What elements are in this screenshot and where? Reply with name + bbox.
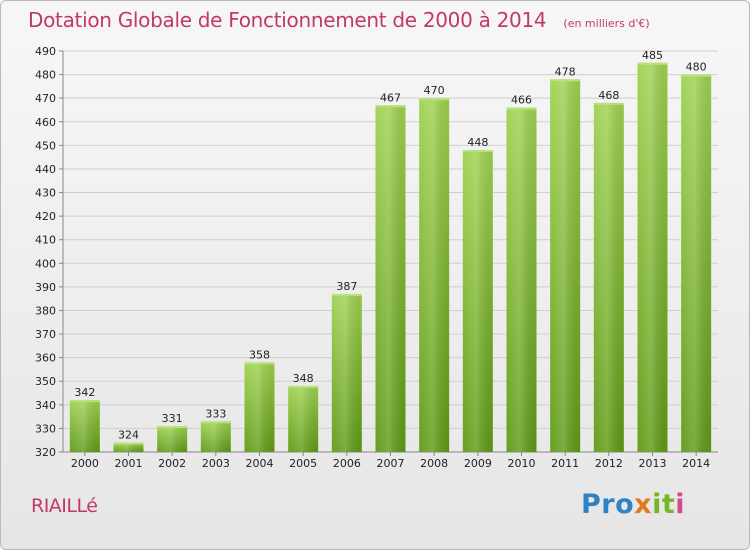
y-tick-label: 320 [35, 446, 56, 459]
value-label: 478 [555, 65, 576, 78]
logo-part-1: Pro [581, 489, 635, 520]
bar-top-edge [244, 362, 275, 365]
bar-shine [637, 62, 668, 452]
y-tick-label: 430 [35, 187, 56, 200]
value-label: 480 [686, 61, 707, 74]
y-tick-label: 360 [35, 352, 56, 365]
y-tick-label: 480 [35, 69, 56, 82]
bar-shine [506, 107, 537, 453]
x-tick-label: 2005 [289, 457, 317, 470]
value-label: 324 [118, 429, 139, 442]
bar-top-edge [637, 62, 668, 65]
value-label: 358 [249, 348, 270, 361]
bar-top-edge [593, 102, 624, 105]
bar-shine [681, 74, 712, 453]
proxiti-logo[interactable]: Proxiti [581, 489, 685, 520]
bar-top-edge [113, 442, 144, 445]
x-tick-label: 2008 [420, 457, 448, 470]
value-label: 467 [380, 91, 401, 104]
bar-shine [550, 79, 581, 453]
x-tick-label: 2013 [639, 457, 667, 470]
bar-shine [593, 102, 624, 453]
commune-name: RIAILLé [31, 495, 98, 517]
bar-top-edge [462, 150, 493, 153]
value-label: 485 [642, 49, 663, 62]
value-label: 333 [205, 407, 226, 420]
y-tick-label: 400 [35, 257, 56, 270]
logo-part-3: it [652, 489, 676, 520]
bar-shine [419, 98, 450, 453]
y-tick-label: 490 [35, 45, 56, 58]
x-tick-label: 2007 [377, 457, 405, 470]
value-label: 470 [424, 84, 445, 97]
y-tick-label: 370 [35, 328, 56, 341]
y-tick-label: 450 [35, 139, 56, 152]
value-label: 348 [293, 372, 314, 385]
x-tick-label: 2010 [508, 457, 536, 470]
bar-top-edge [288, 385, 319, 388]
value-label: 468 [598, 89, 619, 102]
x-tick-label: 2000 [71, 457, 99, 470]
bar-shine [375, 105, 406, 453]
bar-shine [69, 400, 100, 452]
bar-top-edge [419, 98, 450, 101]
y-tick-label: 340 [35, 399, 56, 412]
chart-subtitle: (en milliers d'€) [563, 17, 650, 30]
bar-shine [244, 362, 275, 452]
y-tick-label: 440 [35, 163, 56, 176]
x-tick-label: 2012 [595, 457, 623, 470]
bar-top-edge [375, 105, 406, 108]
value-label: 342 [74, 386, 95, 399]
bar-shine [462, 150, 493, 452]
bar-top-edge [157, 426, 188, 429]
bar-top-edge [69, 400, 100, 403]
bar-shine [157, 426, 188, 452]
bar-top-edge [550, 79, 581, 82]
chart-title: Dotation Globale de Fonctionnement de 20… [28, 8, 547, 32]
x-tick-label: 2014 [682, 457, 710, 470]
bar-top-edge [200, 421, 231, 424]
bar-top-edge [506, 107, 537, 110]
bar-shine [113, 442, 144, 452]
x-tick-label: 2001 [115, 457, 143, 470]
y-tick-label: 460 [35, 116, 56, 129]
y-tick-label: 330 [35, 422, 56, 435]
value-label: 448 [467, 136, 488, 149]
y-tick-label: 470 [35, 92, 56, 105]
y-tick-label: 420 [35, 210, 56, 223]
y-tick-label: 350 [35, 375, 56, 388]
x-tick-label: 2011 [551, 457, 579, 470]
y-tick-label: 410 [35, 234, 56, 247]
value-label: 387 [336, 280, 357, 293]
value-label: 331 [162, 412, 183, 425]
title-row: Dotation Globale de Fonctionnement de 20… [28, 8, 650, 32]
bar-shine [200, 421, 231, 452]
y-tick-label: 390 [35, 281, 56, 294]
x-tick-label: 2006 [333, 457, 361, 470]
logo-part-4: i [675, 489, 686, 520]
bar-layer [69, 62, 712, 453]
label-layer: 342 324 331 333 358 348 387 467 470 448 466 478 468 4… [74, 49, 706, 442]
bar-shine [288, 385, 319, 452]
logo-part-2: x [634, 489, 653, 520]
bar-top-edge [331, 293, 362, 296]
y-tick-label: 380 [35, 304, 56, 317]
x-tick-label: 2002 [158, 457, 186, 470]
bar-shine [331, 293, 362, 452]
x-tick-label: 2003 [202, 457, 230, 470]
bar-top-edge [681, 74, 712, 77]
value-label: 466 [511, 94, 532, 107]
x-tick-label: 2009 [464, 457, 492, 470]
x-tick-label: 2004 [246, 457, 274, 470]
